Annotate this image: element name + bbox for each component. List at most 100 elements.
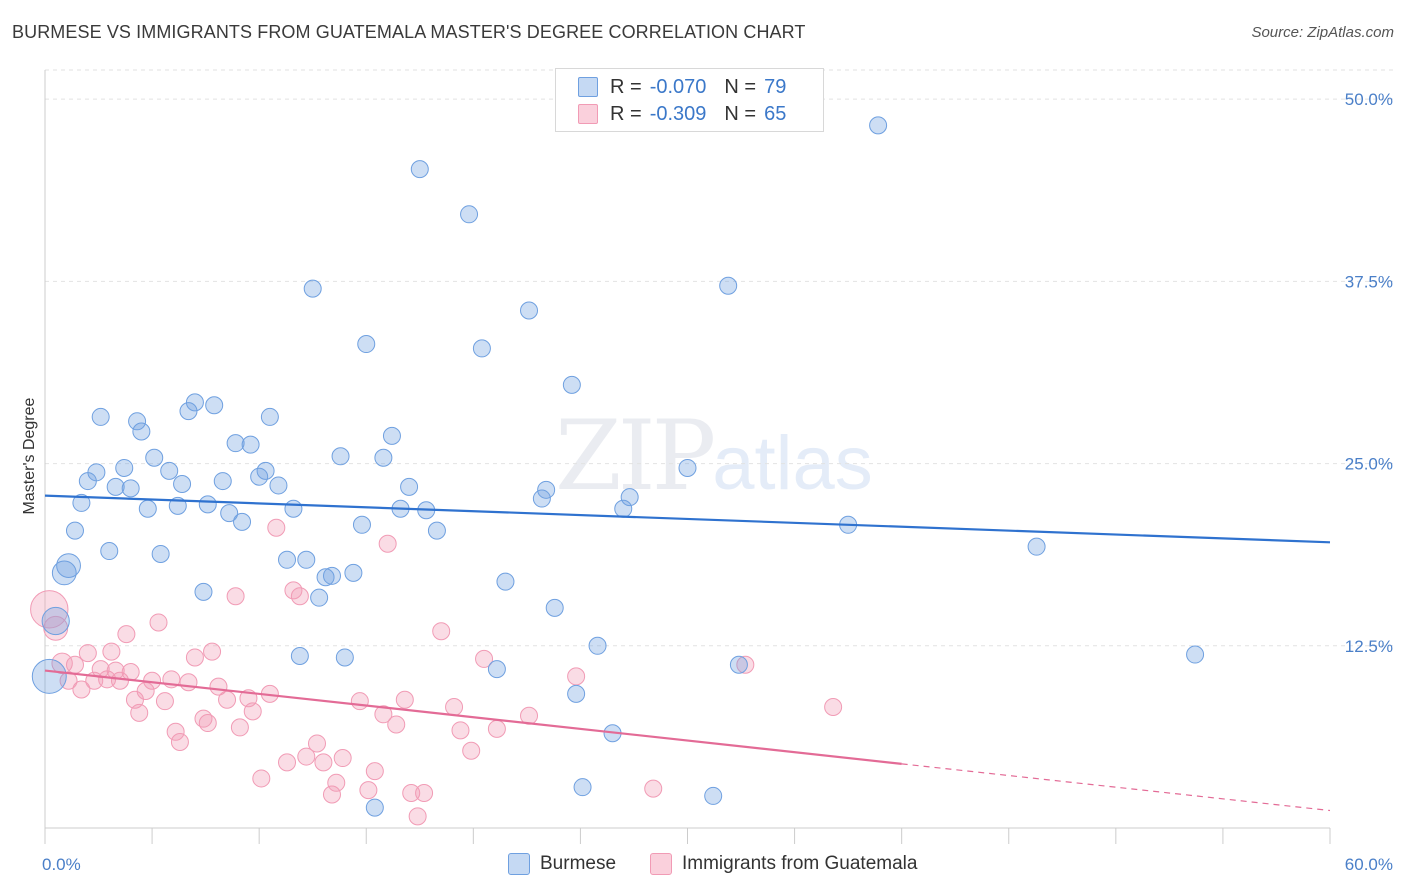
point-guatemala [110, 671, 129, 690]
point-burmese [322, 566, 341, 585]
point-guatemala [387, 715, 406, 734]
point-guatemala [451, 721, 470, 740]
point-burmese [198, 495, 217, 514]
point-burmese [233, 512, 252, 531]
point-burmese [496, 572, 515, 591]
point-guatemala [445, 698, 464, 717]
point-guatemala [644, 779, 663, 798]
point-burmese [588, 636, 607, 655]
point-guatemala [374, 705, 393, 724]
point-burmese [128, 412, 147, 431]
point-burmese [100, 542, 119, 561]
point-burmese [427, 521, 446, 540]
point-burmese [704, 786, 723, 805]
trend-line-burmese [44, 494, 1331, 544]
point-guatemala [278, 753, 297, 772]
bottom-legend-guatemala: Immigrants from Guatemala [650, 851, 917, 877]
point-burmese [106, 477, 125, 496]
point-guatemala [72, 680, 91, 699]
point-guatemala [402, 784, 421, 803]
bottom-swatch-burmese [508, 853, 530, 875]
legend: R = -0.070 N = 79 R = -0.309 N = 65 [555, 68, 824, 132]
point-burmese [460, 205, 479, 224]
bottom-legend-burmese: Burmese [508, 851, 616, 877]
point-guatemala [432, 622, 451, 641]
point-burmese [335, 648, 354, 667]
point-guatemala [359, 781, 378, 800]
y-tick-label: 12.5% [1345, 637, 1393, 656]
trend-lines [44, 494, 1331, 812]
legend-row-guatemala: R = -0.309 N = 65 [578, 101, 786, 127]
point-burmese [145, 448, 164, 467]
point-guatemala [415, 784, 434, 803]
legend-row-burmese: R = -0.070 N = 79 [578, 74, 786, 100]
point-burmese [297, 550, 316, 569]
point-burmese [269, 476, 288, 495]
point-guatemala [179, 673, 198, 692]
grid [45, 69, 1395, 647]
point-burmese [537, 480, 556, 499]
point-burmese [173, 474, 192, 493]
point-burmese [357, 335, 376, 354]
point-guatemala [327, 773, 346, 792]
y-tick-label: 25.0% [1345, 455, 1393, 474]
bottom-swatch-guatemala [650, 853, 672, 875]
point-burmese [310, 588, 329, 607]
bottom-label-guatemala: Immigrants from Guatemala [682, 853, 918, 874]
bottom-label-burmese: Burmese [540, 853, 617, 874]
legend-n-label: N = [724, 102, 757, 125]
point-guatemala [170, 732, 189, 751]
point-burmese [151, 544, 170, 563]
legend-swatch-guatemala [578, 104, 598, 124]
point-burmese [678, 458, 697, 477]
point-guatemala [267, 518, 286, 537]
legend-n-label: N = [724, 75, 757, 98]
point-burmese [87, 463, 106, 482]
point-burmese [31, 658, 67, 694]
point-burmese [620, 488, 639, 507]
point-guatemala [736, 655, 755, 674]
point-burmese [91, 407, 110, 426]
point-guatemala [155, 692, 174, 711]
point-burmese [121, 479, 140, 498]
point-burmese [567, 684, 586, 703]
point-burmese [303, 279, 322, 298]
tick-labels: 12.5% 25.0% 37.5% 50.0% 0.0% 60.0% Master's De… [21, 90, 1393, 874]
point-burmese [532, 489, 551, 508]
point-burmese [365, 798, 384, 817]
y-tick-label: 37.5% [1345, 272, 1393, 291]
point-burmese [290, 646, 309, 665]
legend-r-value: -0.309 [649, 102, 707, 125]
point-guatemala [408, 807, 427, 826]
point-burmese [562, 375, 581, 394]
point-burmese [220, 504, 239, 523]
point-burmese [256, 461, 275, 480]
point-burmese [352, 515, 371, 534]
x-tick-label-min: 0.0% [42, 855, 81, 874]
point-burmese [205, 396, 224, 415]
point-burmese [194, 582, 213, 601]
point-guatemala [121, 663, 140, 682]
point-burmese [226, 434, 245, 453]
point-burmese [410, 160, 429, 179]
point-guatemala [252, 769, 271, 788]
point-burmese [213, 472, 232, 491]
point-burmese [185, 393, 204, 412]
legend-swatch-burmese [578, 77, 598, 97]
point-guatemala [203, 642, 222, 661]
point-burmese [316, 568, 335, 587]
point-burmese [729, 655, 748, 674]
point-burmese [41, 606, 70, 636]
chart-title: BURMESE VS IMMIGRANTS FROM GUATEMALA MAS… [12, 22, 806, 42]
point-burmese [472, 339, 491, 358]
point-guatemala [333, 749, 352, 768]
point-guatemala [462, 741, 481, 760]
point-guatemala [243, 702, 262, 721]
point-guatemala [149, 613, 168, 632]
point-guatemala [824, 698, 843, 717]
legend-n-value: 79 [764, 75, 787, 98]
point-guatemala [322, 785, 341, 804]
point-guatemala [218, 690, 237, 709]
point-burmese [160, 461, 179, 480]
y-axis-label: Master's Degree [21, 397, 38, 514]
